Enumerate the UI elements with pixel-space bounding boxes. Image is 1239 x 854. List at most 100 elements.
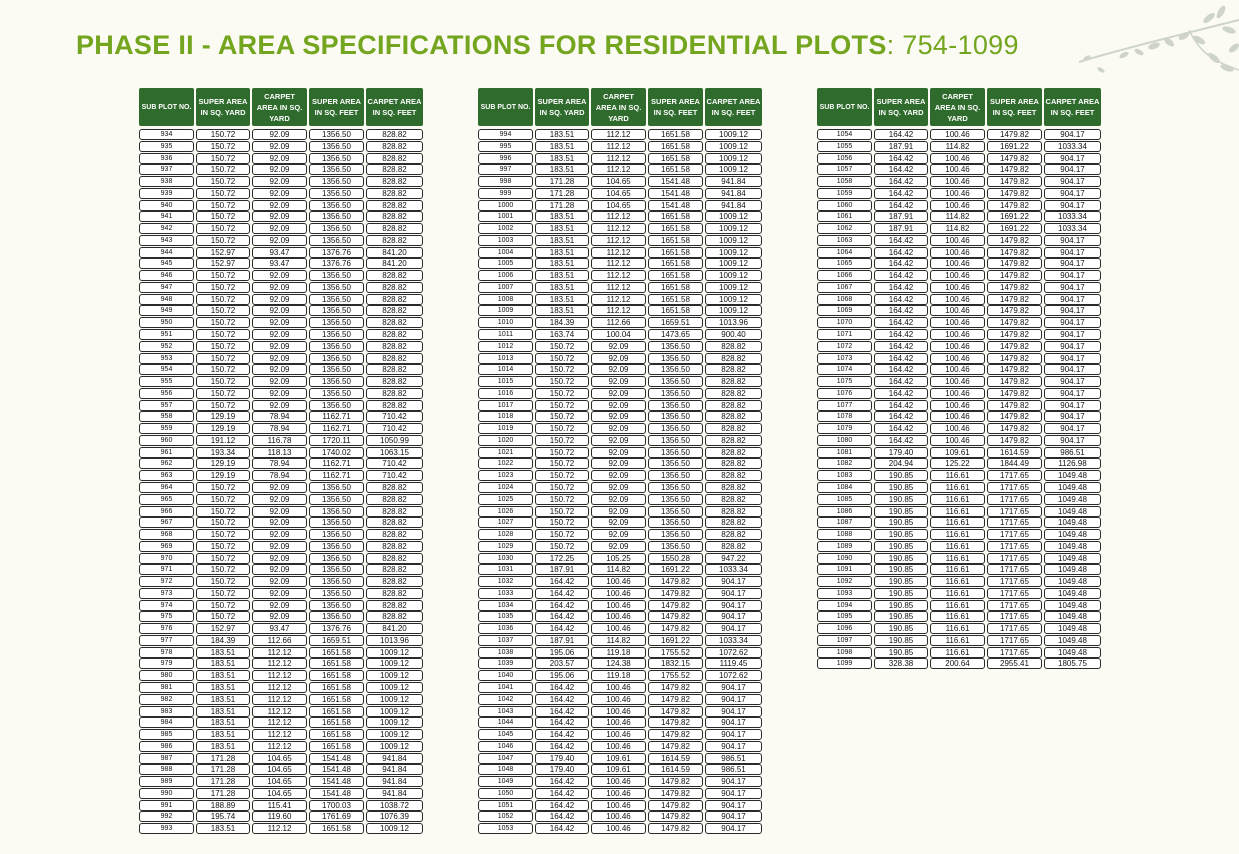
table-row: 1053 164.42 100.46 1479.82 904.17 <box>478 823 764 835</box>
area-value-cell: 150.72 <box>196 364 250 376</box>
plot-number-cell: 1090 <box>817 552 872 564</box>
plot-number-cell: 956 <box>139 387 194 399</box>
area-value-cell: 904.17 <box>1044 270 1101 282</box>
plot-number-cell: 1022 <box>478 458 533 470</box>
area-value-cell: 1479.82 <box>987 423 1042 435</box>
area-value-cell: 828.82 <box>366 529 423 541</box>
table-row: 1062 187.91 114.82 1691.22 1033.34 <box>817 223 1103 235</box>
area-value-cell: 92.09 <box>252 199 307 211</box>
area-value-cell: 1479.82 <box>987 258 1042 270</box>
area-value-cell: 100.46 <box>930 234 985 246</box>
area-value-cell: 1356.50 <box>648 529 703 541</box>
table-row: 1097 190.85 116.61 1717.65 1049.48 <box>817 634 1103 647</box>
area-value-cell: 116.61 <box>930 564 985 576</box>
plot-number-cell: 969 <box>139 540 194 552</box>
area-value-cell: 1049.48 <box>1044 646 1101 658</box>
area-value-cell: 150.72 <box>535 340 589 352</box>
area-value-cell: 1541.48 <box>648 176 703 188</box>
area-value-cell: 164.42 <box>535 576 589 588</box>
area-value-cell: 150.72 <box>196 576 250 588</box>
plot-number-cell: 1070 <box>817 317 872 329</box>
area-value-cell: 150.72 <box>196 223 250 235</box>
plot-number-cell: 1034 <box>478 599 533 611</box>
area-value-cell: 1479.82 <box>648 787 703 799</box>
area-value-cell: 203.57 <box>535 658 589 670</box>
area-value-cell: 100.46 <box>591 729 646 741</box>
area-value-cell: 1651.58 <box>309 705 364 717</box>
table-row: 1096 190.85 116.61 1717.65 1049.48 <box>817 623 1103 635</box>
area-value-cell: 1356.50 <box>648 493 703 505</box>
table-row: 1031 187.91 114.82 1691.22 1033.34 <box>478 564 764 576</box>
area-value-cell: 92.09 <box>252 187 307 199</box>
area-value-cell: 150.72 <box>535 364 589 376</box>
area-value-cell: 904.17 <box>705 693 762 705</box>
area-value-cell: 828.82 <box>366 352 423 364</box>
area-value-cell: 828.82 <box>366 505 423 517</box>
area-value-cell: 150.72 <box>196 611 250 623</box>
plot-number-cell: 982 <box>139 693 194 705</box>
table-row: 1092 190.85 116.61 1717.65 1049.48 <box>817 576 1103 588</box>
plot-number-cell: 1069 <box>817 305 872 317</box>
area-value-cell: 150.72 <box>196 305 250 317</box>
area-value-cell: 183.51 <box>535 258 589 270</box>
plot-number-cell: 1019 <box>478 423 533 435</box>
plot-number-cell: 1004 <box>478 246 533 258</box>
area-value-cell: 1691.22 <box>987 211 1042 223</box>
area-value-cell: 164.42 <box>535 587 589 599</box>
area-value-cell: 92.09 <box>252 352 307 364</box>
table-row: 959 129.19 78.94 1162.71 710.42 <box>139 423 425 435</box>
plot-number-cell: 1057 <box>817 164 872 176</box>
plot-number-cell: 1021 <box>478 446 533 458</box>
area-value-cell: 904.17 <box>705 729 762 741</box>
table-row: 1040 195.06 119.18 1755.52 1072.62 <box>478 670 764 682</box>
plot-number-cell: 1064 <box>817 246 872 258</box>
plot-number-cell: 1089 <box>817 540 872 552</box>
area-value-cell: 1479.82 <box>648 681 703 693</box>
table-row: 1043 164.42 100.46 1479.82 904.17 <box>478 705 764 718</box>
area-value-cell: 904.17 <box>1044 387 1101 399</box>
area-value-cell: 904.17 <box>1044 376 1101 388</box>
area-value-cell: 828.82 <box>366 540 423 552</box>
area-value-cell: 1009.12 <box>705 270 762 282</box>
area-value-cell: 828.82 <box>705 517 762 529</box>
table-row: 1042 164.42 100.46 1479.82 904.17 <box>478 693 764 706</box>
area-value-cell: 1356.50 <box>648 387 703 399</box>
table-row: 1019 150.72 92.09 1356.50 828.82 <box>478 423 764 435</box>
area-value-cell: 1356.50 <box>309 270 364 282</box>
area-value-cell: 92.09 <box>252 540 307 552</box>
plot-number-cell: 989 <box>139 776 194 788</box>
area-value-cell: 904.17 <box>705 787 762 799</box>
area-value-cell: 1356.50 <box>309 352 364 364</box>
table-row: 963 129.19 78.94 1162.71 710.42 <box>139 470 425 482</box>
table-row: 1074 164.42 100.46 1479.82 904.17 <box>817 364 1103 376</box>
area-value-cell: 828.82 <box>366 552 423 564</box>
area-value-cell: 1009.12 <box>705 281 762 293</box>
table-row: 1013 150.72 92.09 1356.50 828.82 <box>478 352 764 365</box>
area-value-cell: 904.17 <box>1044 434 1101 446</box>
area-value-cell: 1651.58 <box>648 164 703 176</box>
area-value-cell: 710.42 <box>366 470 423 482</box>
area-value-cell: 1072.62 <box>705 646 762 658</box>
plot-number-cell: 954 <box>139 364 194 376</box>
area-value-cell: 150.72 <box>196 517 250 529</box>
table-row: 1086 190.85 116.61 1717.65 1049.48 <box>817 505 1103 518</box>
column-header: SUPER AREA IN SQ. YARD <box>196 88 250 126</box>
area-value-cell: 100.46 <box>930 399 985 411</box>
area-value-cell: 183.51 <box>535 223 589 235</box>
area-value-cell: 171.28 <box>196 764 250 776</box>
area-value-cell: 100.46 <box>930 423 985 435</box>
area-value-cell: 828.82 <box>366 129 423 140</box>
area-value-cell: 904.17 <box>705 587 762 599</box>
table-row: 1028 150.72 92.09 1356.50 828.82 <box>478 529 764 541</box>
area-value-cell: 100.46 <box>930 129 985 140</box>
area-value-cell: 104.65 <box>252 752 307 764</box>
area-value-cell: 904.17 <box>705 799 762 811</box>
plot-number-cell: 1058 <box>817 176 872 188</box>
area-value-cell: 114.82 <box>930 223 985 235</box>
area-value-cell: 1033.34 <box>1044 223 1101 235</box>
area-value-cell: 1659.51 <box>309 634 364 646</box>
table-row: 1029 150.72 92.09 1356.50 828.82 <box>478 540 764 553</box>
plot-table-2: SUB PLOT NO. SUPER AREA IN SQ. YARD CARPET… <box>478 88 764 835</box>
table-row: 940 150.72 92.09 1356.50 828.82 <box>139 199 425 212</box>
area-value-cell: 1651.58 <box>309 740 364 752</box>
